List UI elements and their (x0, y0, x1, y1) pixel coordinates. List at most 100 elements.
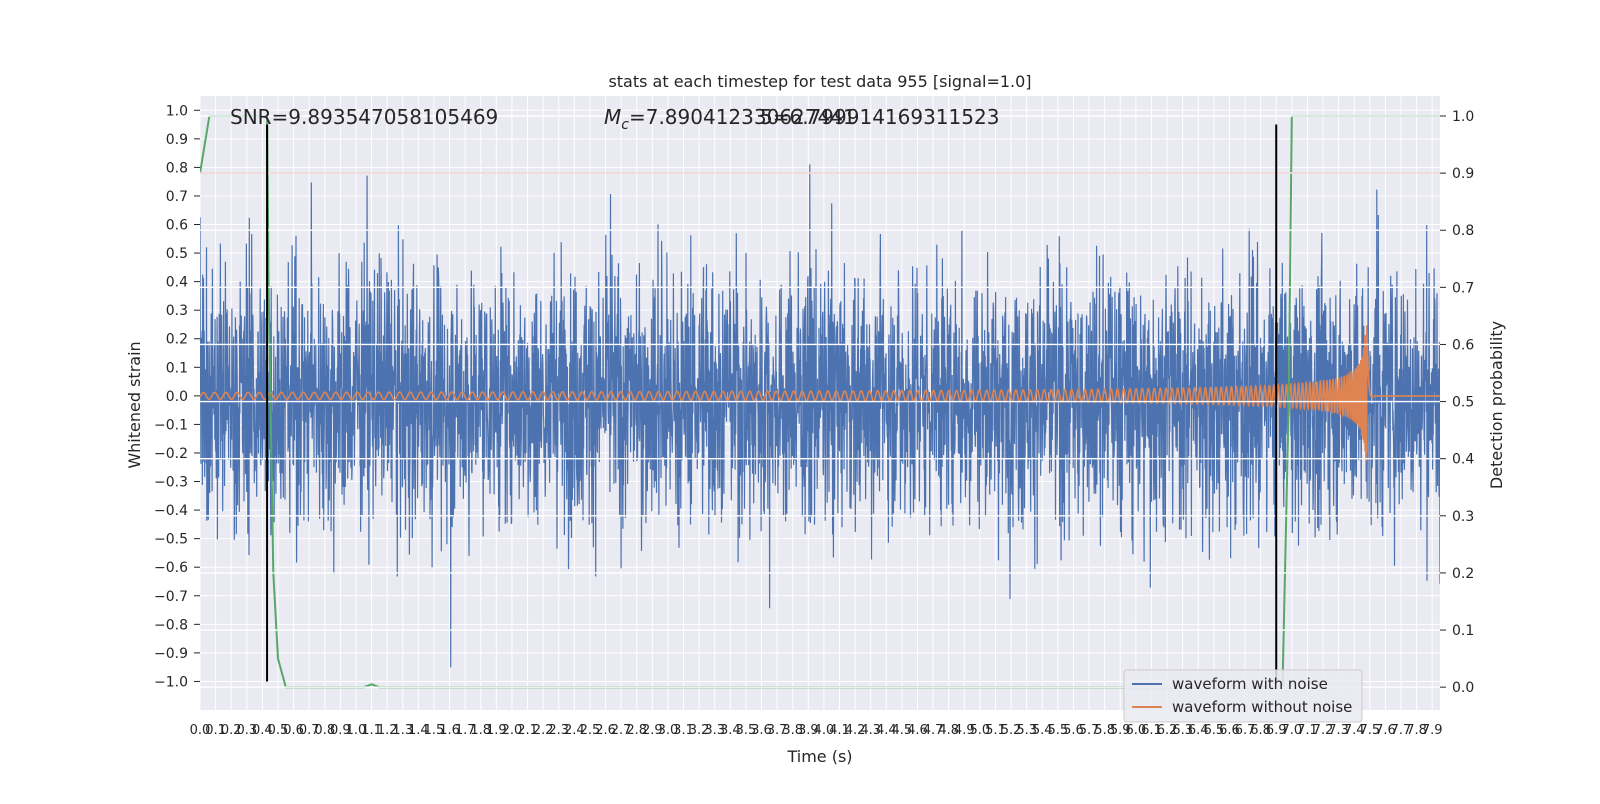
x-tick-label: 0.8 (314, 723, 335, 738)
legend: waveform with noise waveform without noi… (1123, 669, 1363, 723)
y-tick-label: 0.7 (166, 189, 188, 205)
x-tick-label: 5.8 (1094, 723, 1115, 738)
x-tick-label: 5.1 (985, 723, 1006, 738)
legend-label-noise: waveform with noise (1172, 675, 1328, 693)
series-waveform-without-noise (200, 325, 1440, 462)
x-tick-label: 0.6 (283, 723, 304, 738)
chirp-mass-subscript: c (621, 117, 629, 133)
chart-title: stats at each timestep for test data 955… (608, 72, 1031, 91)
x-tick-label: 1.4 (408, 723, 429, 738)
y2-tick-label: 0.8 (1452, 223, 1474, 239)
chirp-mass-value: =7.890412330627441 (629, 105, 856, 129)
x-tick-label: 4.1 (829, 723, 850, 738)
x-tick-label: 3.6 (751, 723, 772, 738)
y-tick-label: 0.3 (166, 303, 188, 319)
x-tick-label: 4.8 (938, 723, 959, 738)
x-tick-label: 6.9 (1266, 723, 1287, 738)
x-tick-label: 5.9 (1110, 723, 1131, 738)
x-tick-label: 7.0 (1281, 723, 1302, 738)
x-tick-label: 6.5 (1203, 723, 1224, 738)
x-tick-label: 4.2 (845, 723, 866, 738)
y-tick-label: 0.5 (166, 246, 188, 262)
x-tick-label: 6.3 (1172, 723, 1193, 738)
x-tick-label: 6.7 (1235, 723, 1256, 738)
y-axis-label: Whitened strain (125, 341, 144, 468)
x-tick-label: 1.0 (346, 723, 367, 738)
x-tick-label: 3.9 (798, 723, 819, 738)
x-tick-label: 0.3 (236, 723, 257, 738)
x-tick-label: 4.3 (860, 723, 881, 738)
y2-tick-label: 1.0 (1452, 109, 1474, 125)
y2-tick-label: 0.0 (1452, 680, 1474, 696)
x-tick-label: 2.3 (548, 723, 569, 738)
x-tick-label: 7.4 (1344, 723, 1365, 738)
x-tick-label: 2.0 (502, 723, 523, 738)
chirp-mass-symbol: M (604, 105, 621, 129)
x-tick-label: 1.7 (455, 723, 476, 738)
x-tick-label: 3.8 (782, 723, 803, 738)
x-tick-label: 5.0 (970, 723, 991, 738)
y2-axis-label: Detection probability (1487, 321, 1506, 489)
x-tick-label: 0.7 (299, 723, 320, 738)
y-tick-label: −0.6 (154, 560, 188, 576)
x-tick-label: 0.5 (268, 723, 289, 738)
left-axis-ticks: 1.0 0.9 0.8 0.7 0.6 0.5 0.4 0.3 0.2 0.1 0.0 −0.1 −0.… (154, 103, 200, 690)
y-tick-label: −0.4 (154, 503, 188, 519)
x-tick-label: 4.0 (814, 723, 835, 738)
x-tick-label: 7.1 (1297, 723, 1318, 738)
series-waveform-with-noise (200, 164, 1440, 668)
x-tick-label: 1.3 (392, 723, 413, 738)
x-tick-label: 3.4 (720, 723, 741, 738)
x-tick-label: 3.0 (658, 723, 679, 738)
x-tick-label: 3.7 (767, 723, 788, 738)
x-tick-label: 2.5 (580, 723, 601, 738)
vertical-markers (266, 124, 1278, 682)
x-tick-label: 5.6 (1063, 723, 1084, 738)
right-axis-ticks: 1.0 0.9 0.8 0.7 0.6 0.5 0.4 0.3 0.2 0.1 0.0 (1440, 109, 1474, 696)
right-axis-grid (200, 115, 1440, 688)
x-tick-label: 6.4 (1188, 723, 1209, 738)
x-tick-label: 4.9 (954, 723, 975, 738)
y-tick-label: 1.0 (166, 103, 188, 119)
x-tick-label: 5.2 (1001, 723, 1022, 738)
y-tick-label: −0.5 (154, 532, 188, 548)
x-tick-label: 7.6 (1375, 723, 1396, 738)
x-tick-label: 3.3 (704, 723, 725, 738)
x-tick-label: 0.0 (190, 723, 211, 738)
x-tick-label: 2.8 (626, 723, 647, 738)
x-tick-label: 6.2 (1157, 723, 1178, 738)
y2-tick-label: 0.4 (1452, 452, 1474, 468)
x-tick-label: 3.1 (673, 723, 694, 738)
y2-tick-label: 0.9 (1452, 166, 1474, 182)
x-tick-label: 0.4 (252, 723, 273, 738)
x-tick-label: 0.2 (221, 723, 242, 738)
y-tick-label: 0.6 (166, 218, 188, 234)
y-tick-label: −0.8 (154, 617, 188, 633)
x-tick-label: 7.2 (1313, 723, 1334, 738)
x-tick-label: 4.6 (907, 723, 928, 738)
y-tick-label: 0.9 (166, 132, 188, 148)
x-tick-label: 2.1 (517, 723, 538, 738)
y2-tick-label: 0.1 (1452, 623, 1474, 639)
y2-tick-label: 0.5 (1452, 395, 1474, 411)
y-tick-label: 0.8 (166, 160, 188, 176)
x-axis-ticks: 0.00.10.20.30.40.50.60.70.80.91.01.11.21… (190, 723, 1443, 738)
x-tick-label: 2.2 (533, 723, 554, 738)
x-tick-label: 3.5 (736, 723, 757, 738)
y2-tick-label: 0.2 (1452, 566, 1474, 582)
x-tick-label: 1.5 (424, 723, 445, 738)
x-axis-label: Time (s) (786, 747, 852, 766)
x-tick-label: 1.2 (377, 723, 398, 738)
x-tick-label: 5.7 (1079, 723, 1100, 738)
x-tick-label: 1.9 (486, 723, 507, 738)
y-tick-label: −0.3 (154, 475, 188, 491)
chirp-mass-annotation: Mc=7.890412330627441 (604, 105, 856, 133)
x-tick-label: 7.3 (1328, 723, 1349, 738)
x-tick-label: 6.6 (1219, 723, 1240, 738)
x-tick-label: 3.2 (689, 723, 710, 738)
x-tick-label: 4.5 (892, 723, 913, 738)
x-tick-label: 2.7 (611, 723, 632, 738)
y-tick-label: 0.2 (166, 332, 188, 348)
